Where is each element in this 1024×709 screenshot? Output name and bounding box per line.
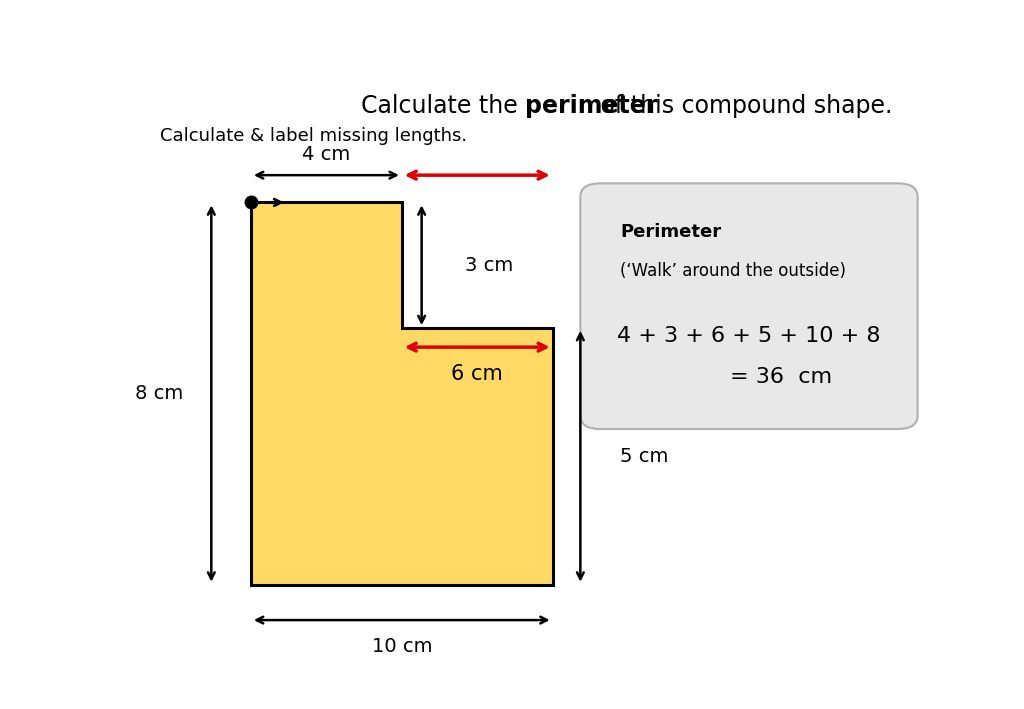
Text: 10 cm: 10 cm <box>372 637 432 656</box>
Text: 4 cm: 4 cm <box>302 145 350 164</box>
Text: 8 cm: 8 cm <box>135 384 183 403</box>
Text: 4 + 3 + 6 + 5 + 10 + 8: 4 + 3 + 6 + 5 + 10 + 8 <box>617 326 881 346</box>
Text: 6 cm: 6 cm <box>452 364 503 384</box>
Text: Perimeter: Perimeter <box>620 223 721 242</box>
Polygon shape <box>251 203 553 585</box>
Text: perimeter: perimeter <box>524 94 657 118</box>
Text: 3 cm: 3 cm <box>465 256 513 274</box>
FancyBboxPatch shape <box>581 184 918 429</box>
Text: :: : <box>694 223 700 242</box>
Text: 5 cm: 5 cm <box>621 447 669 466</box>
Text: = 36  cm: = 36 cm <box>730 367 831 387</box>
Text: (‘Walk’ around the outside): (‘Walk’ around the outside) <box>620 262 846 279</box>
Text: of this compound shape.: of this compound shape. <box>593 94 893 118</box>
Text: Calculate the: Calculate the <box>360 94 524 118</box>
Text: Calculate & label missing lengths.: Calculate & label missing lengths. <box>160 128 467 145</box>
